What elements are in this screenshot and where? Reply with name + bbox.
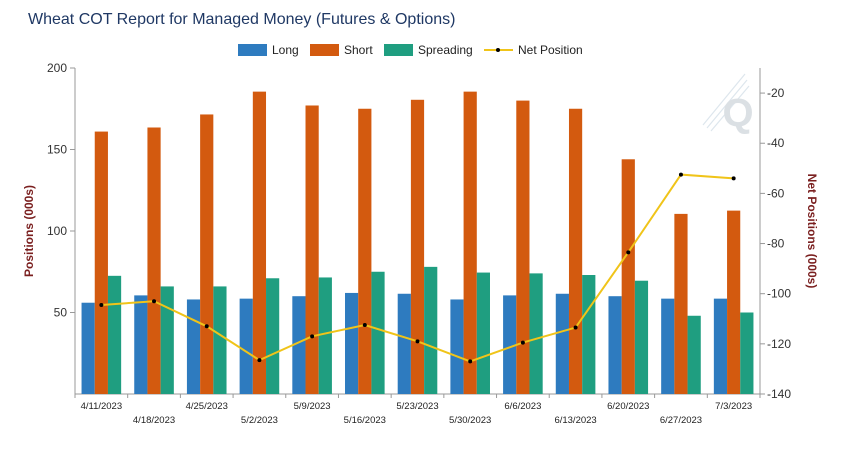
- bar-long: [608, 296, 622, 394]
- bar-spreading: [582, 275, 596, 394]
- legend-item-spreading[interactable]: Spreading: [384, 40, 473, 60]
- bar-short: [463, 91, 477, 394]
- x-tick-label: 4/11/2023: [81, 401, 123, 412]
- x-tick-label: 7/3/2023: [715, 401, 752, 412]
- bar-long: [186, 299, 201, 394]
- bar-spreading: [424, 266, 438, 394]
- bar-spreading: [160, 286, 174, 394]
- y-tick-label-right: -40: [767, 136, 785, 150]
- net-position-point: [362, 323, 367, 328]
- bar-long: [345, 292, 359, 394]
- bar-long: [503, 295, 517, 394]
- bar-short: [200, 114, 214, 394]
- bar-short: [94, 131, 108, 394]
- x-tick-label: 5/23/2023: [396, 401, 438, 412]
- net-position-point: [204, 324, 209, 329]
- legend-swatch: [310, 44, 339, 56]
- legend-item-long[interactable]: Long: [238, 40, 299, 60]
- bar-long: [450, 299, 464, 394]
- bar-spreading: [634, 280, 649, 394]
- chart-title: Wheat COT Report for Managed Money (Futu…: [28, 11, 456, 28]
- y-tick-label-right: -120: [767, 337, 791, 351]
- net-position-point: [257, 358, 262, 363]
- bar-short: [727, 210, 741, 394]
- bar-long: [134, 295, 148, 394]
- legend-label: Spreading: [418, 43, 473, 57]
- legend-label: Long: [272, 43, 299, 57]
- y-tick-label-right: -60: [767, 186, 785, 200]
- y-tick-label-right: -80: [767, 237, 785, 251]
- bar-long: [661, 298, 675, 394]
- y-axis-title-right: Net Positions (000s): [805, 174, 819, 289]
- bar-short: [147, 127, 161, 395]
- q-watermark-logo: Q: [702, 73, 754, 135]
- x-tick-label: 4/18/2023: [133, 415, 175, 426]
- legend-swatch: [238, 44, 267, 56]
- bar-long: [397, 293, 411, 394]
- bar-spreading: [687, 315, 701, 394]
- net-position-point: [415, 339, 420, 344]
- y-tick-label-right: -100: [767, 287, 791, 301]
- x-tick-label: 6/20/2023: [607, 401, 649, 412]
- net-position-point: [99, 302, 104, 307]
- y-tick-label-left: 200: [47, 61, 67, 75]
- net-position-point: [310, 334, 315, 339]
- legend-swatch: [384, 44, 413, 56]
- x-tick-label: 5/16/2023: [344, 415, 386, 426]
- bar-short: [410, 99, 425, 394]
- bar-short: [252, 91, 267, 394]
- bar-short: [305, 105, 319, 395]
- legend-label: Net Position: [518, 43, 583, 57]
- legend-swatch: [484, 44, 513, 56]
- bar-short: [516, 100, 530, 394]
- bar-spreading: [266, 278, 280, 394]
- bar-spreading: [107, 275, 122, 394]
- legend-item-net-position[interactable]: Net Position: [484, 40, 583, 60]
- bar-short: [568, 108, 583, 394]
- bar-spreading: [213, 286, 227, 394]
- x-tick-label: 4/25/2023: [186, 401, 228, 412]
- y-tick-label-left: 150: [47, 143, 67, 157]
- bar-spreading: [529, 273, 543, 394]
- y-tick-label-left: 100: [47, 224, 67, 238]
- net-position-point: [678, 172, 683, 177]
- bar-long: [239, 298, 253, 394]
- net-position-point: [468, 359, 473, 364]
- bar-spreading: [476, 272, 490, 394]
- q-watermark-letter: Q: [722, 91, 753, 135]
- bar-short: [621, 159, 635, 394]
- x-tick-label: 6/13/2023: [554, 415, 596, 426]
- bar-long: [555, 293, 569, 394]
- legend-item-short[interactable]: Short: [310, 40, 373, 60]
- x-tick-label: 6/6/2023: [504, 401, 541, 412]
- bar-long: [292, 296, 306, 394]
- y-tick-label-right: -20: [767, 86, 785, 100]
- legend-label: Short: [344, 43, 373, 57]
- net-position-point: [626, 250, 631, 255]
- net-position-point: [731, 176, 736, 181]
- x-tick-label: 6/27/2023: [660, 415, 702, 426]
- bar-short: [358, 108, 372, 394]
- net-position-point: [573, 325, 578, 330]
- y-tick-label-right: -140: [767, 387, 791, 401]
- bar-long: [81, 302, 95, 394]
- bar-short: [674, 213, 688, 394]
- y-tick-label-left: 50: [54, 306, 68, 320]
- bar-spreading: [371, 271, 385, 394]
- bar-spreading: [740, 312, 754, 394]
- x-tick-label: 5/30/2023: [449, 415, 491, 426]
- bar-long: [713, 298, 728, 394]
- x-tick-label: 5/9/2023: [294, 401, 331, 412]
- net-position-point: [520, 340, 525, 345]
- x-tick-label: 5/2/2023: [241, 415, 278, 426]
- legend: Long Short Spreading Net Position: [0, 40, 847, 60]
- net-position-point: [152, 299, 157, 304]
- bar-spreading: [318, 277, 332, 394]
- y-axis-title-left: Positions (000s): [22, 185, 36, 277]
